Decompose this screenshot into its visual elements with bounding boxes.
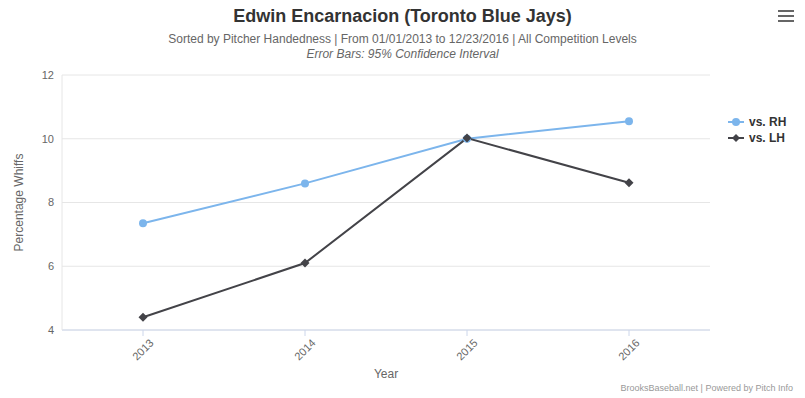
svg-text:Percentage Whiffs: Percentage Whiffs [12,154,26,252]
html-text:BrooksBaseball.net | Powered b: BrooksBaseball.net | Powered by Pitch In… [620,383,793,393]
html-text:Edwin Encarnacion (Toronto Blu: Edwin Encarnacion (Toronto Blue Jays) [233,6,572,26]
svg-text:6: 6 [48,260,54,272]
svg-text:Year: Year [374,367,398,381]
html-text:Error Bars: 95% Confidence Int: Error Bars: 95% Confidence Interval [306,47,499,61]
html-text:vs. RH: vs. RH [749,115,787,129]
svg-text:2013: 2013 [130,337,156,363]
svg-text:2014: 2014 [292,337,318,363]
svg-text:8: 8 [48,196,54,208]
html-text:vs. LH: vs. LH [749,131,785,145]
html-text:Sorted by Pitcher Handedness |: Sorted by Pitcher Handedness | From 01/0… [168,32,637,46]
svg-text:10: 10 [42,133,54,145]
svg-text:2016: 2016 [616,337,642,363]
svg-text:2015: 2015 [454,337,480,363]
svg-text:4: 4 [48,324,54,336]
svg-text:12: 12 [42,69,54,81]
